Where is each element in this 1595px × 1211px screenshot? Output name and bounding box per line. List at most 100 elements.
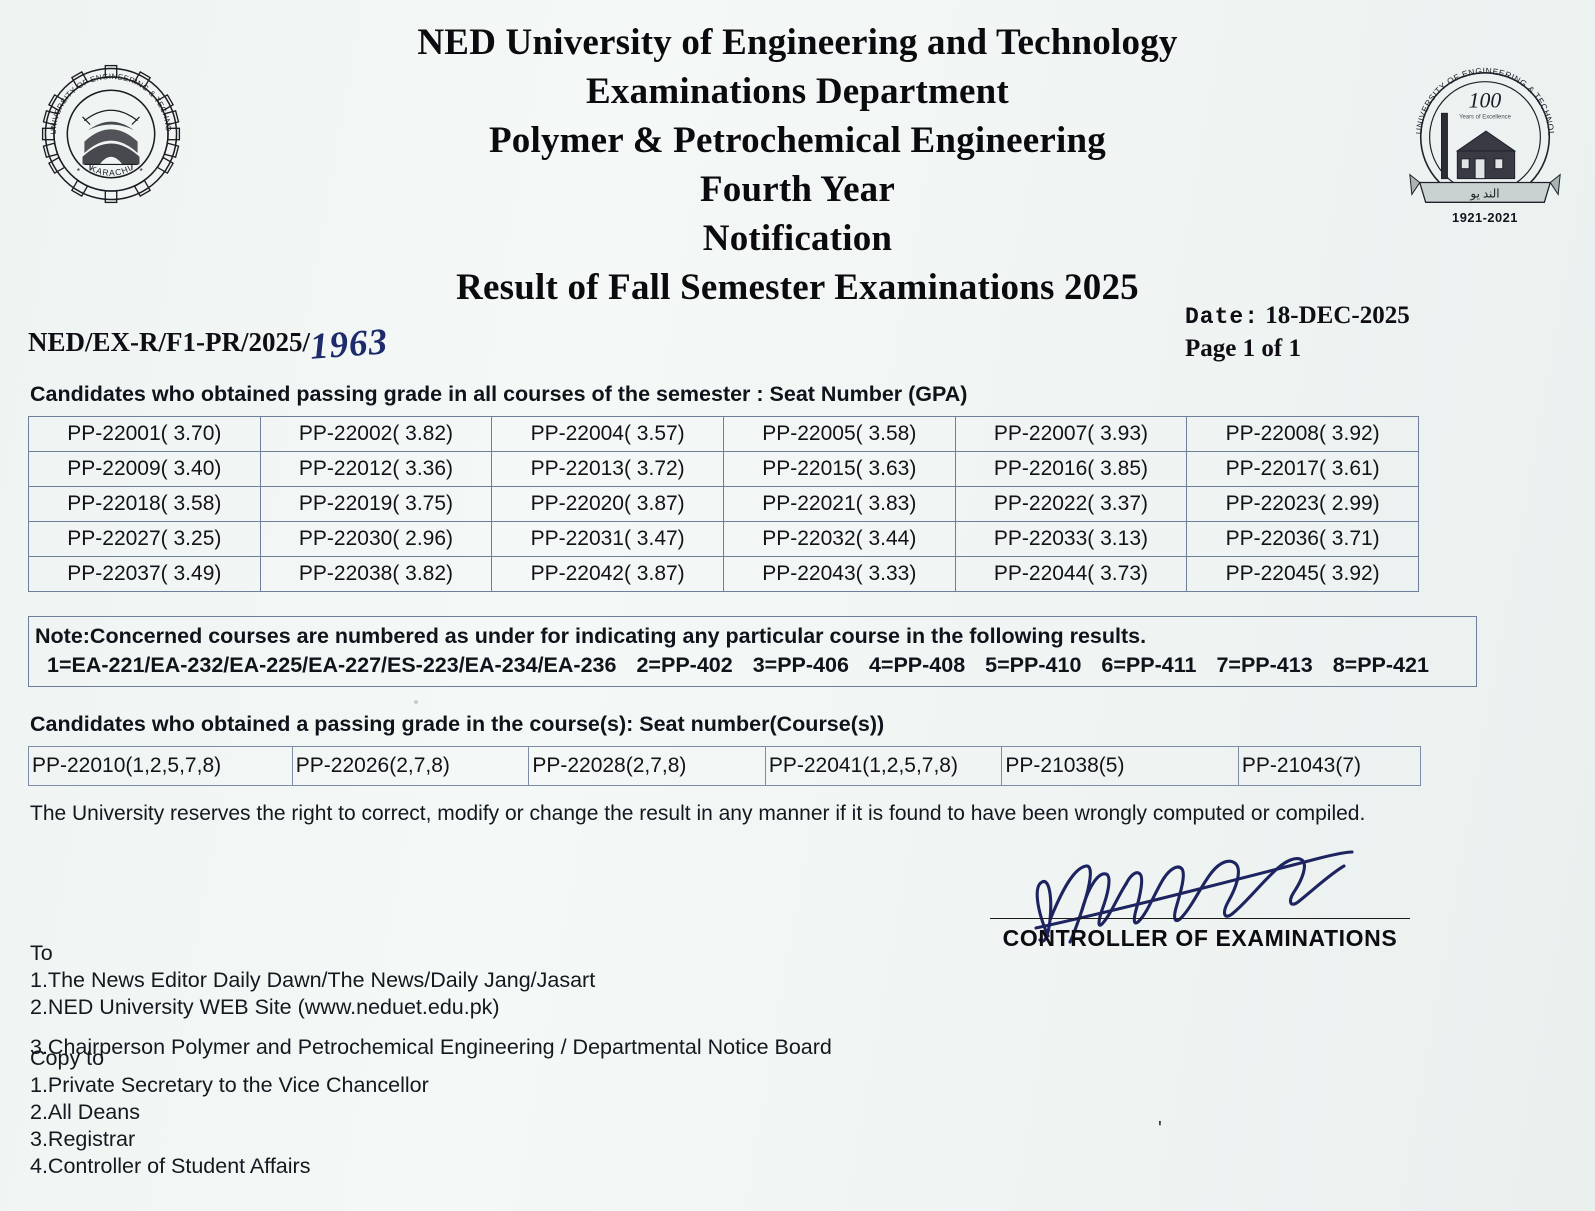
title-line-6: Result of Fall Semester Examinations 202… [456,267,1139,308]
course-code-6: 6=PP-411 [1101,653,1197,677]
gpa-cell: PP-22015( 3.63) [722,451,956,487]
to-item-3: 3.Chairperson Polymer and Petrochemical … [30,1035,832,1059]
gpa-cell: PP-22013( 3.72) [491,451,724,487]
course-cell: PP-22041(1,2,5,7,8) [764,746,1003,786]
table-row: PP-22001( 3.70) PP-22002( 3.82) PP-22004… [28,416,1419,452]
to-item-2: 2.NED University WEB Site (www.neduet.ed… [30,995,500,1019]
ned-centenary-logo-icon: NED UNIVERSITY OF ENGINEERING & TECHNOLO… [1392,44,1574,232]
gpa-cell: PP-22002( 3.82) [259,416,493,452]
gpa-cell: PP-22021( 3.83) [722,486,956,522]
reference-number: NED/EX-R/F1-PR/2025/1963 [28,318,389,367]
svg-text:1921-2021: 1921-2021 [1452,210,1518,225]
svg-text:*: * [77,166,81,176]
gpa-cell: PP-22043( 3.33) [722,556,956,592]
reference-prefix: NED/EX-R/F1-PR/2025/ [28,327,310,357]
title-line-1: NED University of Engineering and Techno… [417,22,1178,63]
gpa-cell: PP-22008( 3.92) [1186,416,1419,452]
copy-item-2: 2.All Deans [30,1100,140,1124]
course-code-1: 1=EA-221/EA-232/EA-225/EA-227/ES-223/EA-… [47,653,617,677]
title-line-2: Examinations Department [586,71,1009,112]
note-course-codes: 1=EA-221/EA-232/EA-225/EA-227/ES-223/EA-… [35,650,1470,680]
course-numbering-note: Note:Concerned courses are numbered as u… [28,616,1477,687]
course-results-table: PP-22010(1,2,5,7,8) PP-22026(2,7,8) PP-2… [28,746,1422,786]
course-code-7: 7=PP-413 [1216,653,1313,677]
disclaimer-text: The University reserves the right to cor… [30,802,1366,825]
svg-text:Years of Excellence: Years of Excellence [1459,114,1511,120]
gpa-cell: PP-22036( 3.71) [1186,521,1419,557]
course-cell: PP-22028(2,7,8) [528,746,766,786]
gpa-cell: PP-22023( 2.99) [1186,486,1419,522]
gpa-cell: PP-22032( 3.44) [722,521,956,557]
course-code-5: 5=PP-410 [985,653,1082,677]
table-row: PP-22009( 3.40) PP-22012( 3.36) PP-22013… [28,451,1419,487]
signature-handwritten [990,824,1410,944]
gpa-cell: PP-22004( 3.57) [491,416,724,452]
page-label: Page 1 of 1 [1185,335,1301,362]
date-value: 18-DEC-2025 [1265,302,1410,329]
course-cell: PP-22026(2,7,8) [291,746,530,786]
course-code-4: 4=PP-408 [868,653,966,677]
gpa-results-table: PP-22001( 3.70) PP-22002( 3.82) PP-22004… [28,416,1419,592]
signature-line [990,918,1410,919]
scan-artifact-mark: ' [1158,1118,1162,1140]
table-row: PP-22010(1,2,5,7,8) PP-22026(2,7,8) PP-2… [28,746,1422,786]
course-cell: PP-22010(1,2,5,7,8) [28,746,293,786]
gpa-cell: PP-22022( 3.37) [954,486,1188,522]
to-item-1: 1.The News Editor Daily Dawn/The News/Da… [30,968,596,992]
gpa-cell: PP-22027( 3.25) [28,521,261,557]
course-code-2: 2=PP-402 [636,653,733,677]
distribution-to-list: To 1.The News Editor Daily Dawn/The News… [30,940,832,1061]
gpa-cell: PP-22020( 3.87) [491,486,724,522]
course-cell: PP-21043(7) [1237,746,1422,786]
gpa-cell: PP-22037( 3.49) [28,556,261,592]
controller-of-examinations-label: CONTROLLER OF EXAMINATIONS [1002,925,1398,951]
gpa-cell: PP-22045( 3.92) [1186,556,1419,592]
svg-text:*: * [140,166,144,176]
title-line-5: Notification [702,218,893,259]
note-heading: Note:Concerned courses are numbered as u… [35,624,1147,648]
title-line-4: Fourth Year [699,169,896,210]
svg-text:100: 100 [1469,88,1502,112]
gpa-cell: PP-22012( 3.36) [259,451,493,487]
distribution-copy-list: Copy to 1.Private Secretary to the Vice … [30,1045,429,1180]
gpa-cell: PP-22016( 3.85) [954,451,1188,487]
course-cell: PP-21038(5) [1001,746,1239,786]
header-title-block: NED University of Engineering and Techno… [200,18,1395,312]
date-row: Date: 18-DEC-2025 [1185,300,1410,333]
table-row: PP-22037( 3.49) PP-22038( 3.82) PP-22042… [28,556,1419,592]
scan-speck [414,700,418,704]
date-label: Date: [1185,304,1260,330]
svg-text:KARACHI: KARACHI [89,163,133,178]
gpa-cell: PP-22007( 3.93) [954,416,1188,452]
gpa-cell: PP-22038( 3.82) [259,556,493,592]
gpa-cell: PP-22030( 2.96) [259,521,493,557]
ned-university-seal-icon: NED UNIVERSITY OF ENGINEERING & TECHNOLO… [32,51,190,210]
title-line-3: Polymer & Petrochemical Engineering [488,120,1106,161]
reference-handwritten: 1963 [308,321,390,368]
date-page-block: Date: 18-DEC-2025 Page 1 of 1 [1185,300,1410,364]
gpa-cell: PP-22001( 3.70) [28,416,261,452]
table-row: PP-22027( 3.25) PP-22030( 2.96) PP-22031… [28,521,1419,557]
course-code-8: 8=PP-421 [1332,653,1429,677]
svg-text:الند یو: الند یو [1469,186,1499,200]
copy-item-3: 3.Registrar [30,1127,136,1151]
table-row: PP-22018( 3.58) PP-22019( 3.75) PP-22020… [28,486,1419,522]
gpa-cell: PP-22033( 3.13) [954,521,1188,557]
gpa-cell: PP-22017( 3.61) [1186,451,1419,487]
gpa-cell: PP-22009( 3.40) [28,451,261,487]
pass-section-caption: Candidates who obtained passing grade in… [30,382,968,406]
copy-label: Copy to [30,1046,105,1070]
gpa-cell: PP-22042( 3.87) [491,556,724,592]
gpa-cell: PP-22031( 3.47) [491,521,724,557]
to-label: To [30,941,53,965]
gpa-cell: PP-22044( 3.73) [954,556,1188,592]
copy-item-1: 1.Private Secretary to the Vice Chancell… [30,1073,429,1097]
course-code-3: 3=PP-406 [752,653,849,677]
gpa-cell: PP-22005( 3.58) [722,416,956,452]
gpa-cell: PP-22019( 3.75) [259,486,493,522]
gpa-cell: PP-22018( 3.58) [28,486,261,522]
scan-speck [688,1046,691,1049]
document-header: NED UNIVERSITY OF ENGINEERING & TECHNOLO… [0,0,1595,308]
course-section-caption: Candidates who obtained a passing grade … [30,712,885,736]
